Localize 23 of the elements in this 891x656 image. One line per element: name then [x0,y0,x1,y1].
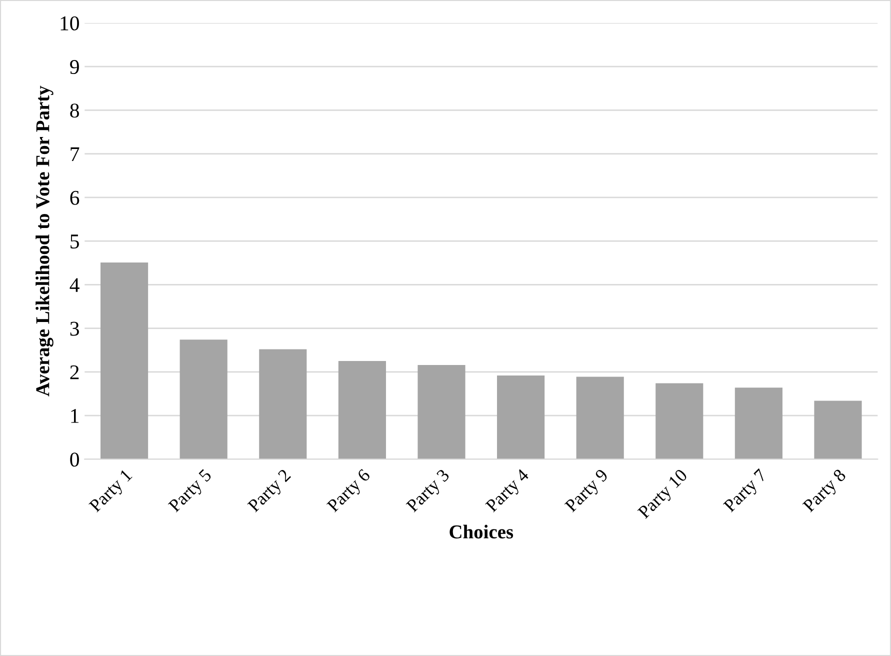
bar [814,400,862,460]
bar [576,376,624,460]
y-tick-label: 5 [70,234,79,249]
bar [100,262,148,460]
y-tick-label: 3 [70,322,79,336]
bar [656,383,704,460]
y-tick-label: 2 [70,365,79,380]
bar [259,349,307,460]
y-tick-label: 1 [71,409,79,423]
y-tick-label: 7 [70,147,80,162]
bar [418,364,466,460]
y-tick-label: 10 [60,16,79,30]
x-axis-title: Choices [450,524,514,538]
bar [497,375,545,460]
y-tick-label: 0 [70,452,79,467]
bar [338,361,386,460]
bar [734,388,782,460]
y-tick-label: 9 [70,60,79,74]
bar [180,340,228,460]
y-tick-label: 8 [70,104,79,118]
y-tick-label: 4 [70,278,80,292]
y-tick-label: 6 [70,190,80,205]
y-axis-title: Average Likelihood to Vote For Party [36,86,54,396]
